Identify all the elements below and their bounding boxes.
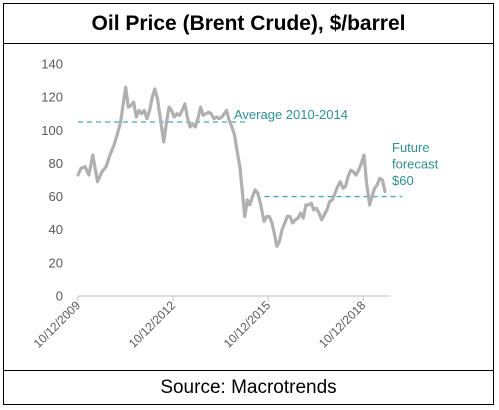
x-tick-label: 10/12/2015 [221, 298, 274, 351]
y-tick-label: 140 [41, 57, 63, 72]
title-bar: Oil Price (Brent Crude), $/barrel [4, 4, 493, 44]
y-tick-label: 60 [49, 189, 63, 204]
y-tick-label: 20 [49, 255, 63, 270]
chart-frame: Oil Price (Brent Crude), $/barrel Source… [3, 3, 494, 405]
reference-lines [78, 121, 402, 198]
series-group [76, 85, 387, 248]
x-tick-label: 10/12/2012 [126, 298, 179, 351]
x-axis: 10/12/2009 10/12/2012 10/12/2015 10/12/2018 [31, 295, 390, 351]
y-tick-label: 120 [41, 90, 63, 105]
x-tick-label: 10/12/2009 [31, 298, 84, 351]
y-tick-label: 80 [49, 156, 63, 171]
forecast-annotation-line: $60 [392, 173, 414, 188]
brent-price-line [76, 85, 387, 248]
source-bar: Source: Macrotrends [4, 370, 493, 404]
average-annotation: Average 2010-2014 [234, 107, 348, 122]
x-tick-label: 10/12/2018 [316, 298, 369, 351]
y-tick-label: 0 [56, 289, 63, 304]
chart-title: Oil Price (Brent Crude), $/barrel [91, 11, 406, 35]
annotations: Average 2010-2014 Future forecast$60 [234, 107, 439, 188]
y-axis: 0 20 40 60 80 100 120 140 [41, 57, 63, 304]
source-label: Source: Macrotrends [160, 376, 337, 398]
forecast-annotation-line: Future [392, 140, 430, 155]
y-tick-label: 40 [49, 222, 63, 237]
y-tick-label: 100 [41, 123, 63, 138]
forecast-annotation-line: forecast [392, 157, 439, 172]
